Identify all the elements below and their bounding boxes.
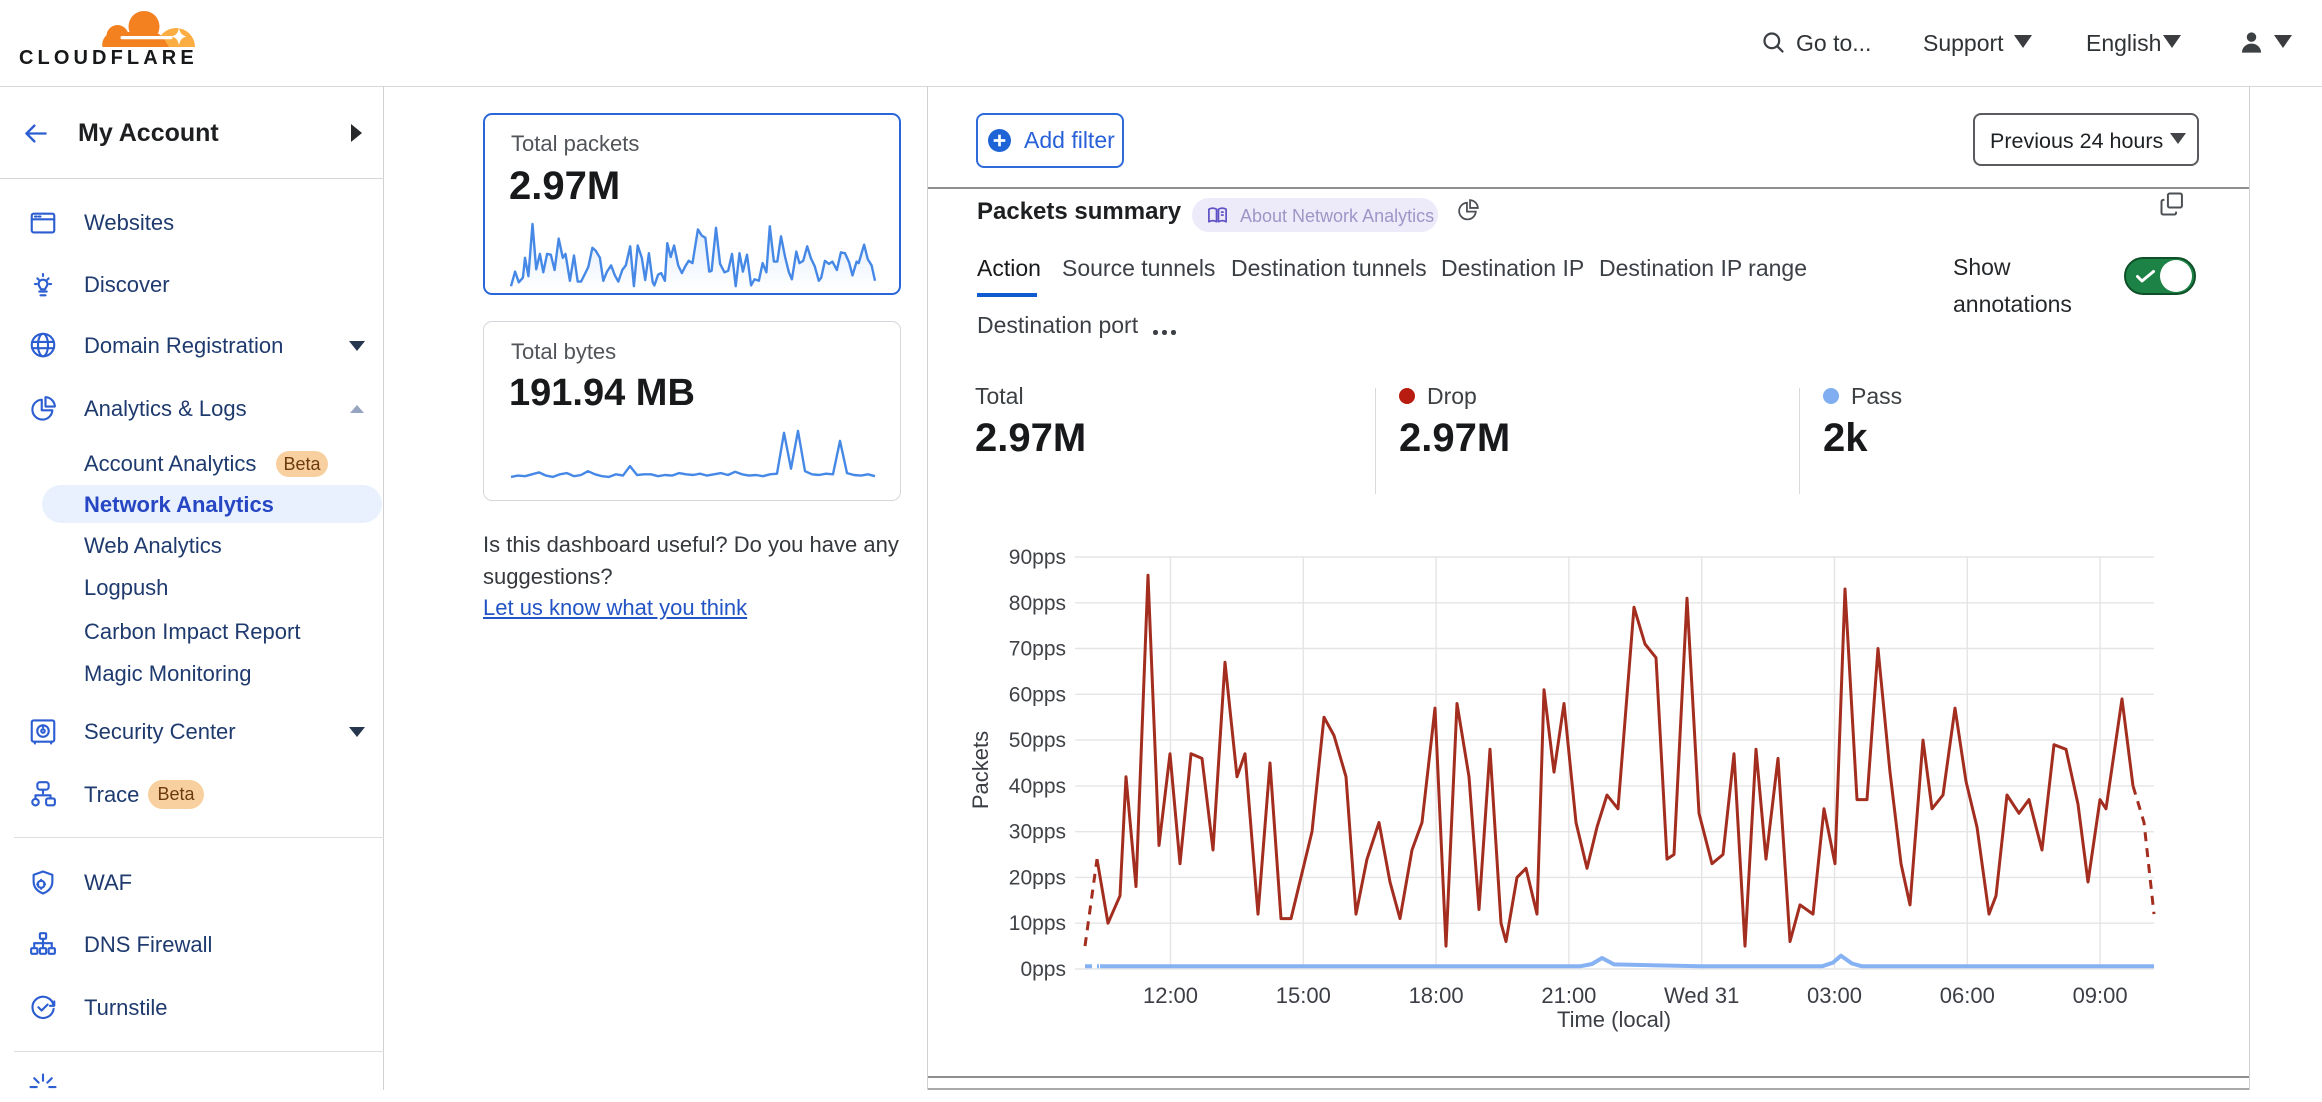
svg-text:Time (local): Time (local) [1557,1007,1671,1032]
svg-text:12:00: 12:00 [1143,983,1198,1008]
svg-text:03:00: 03:00 [1807,983,1862,1008]
svg-text:50pps: 50pps [1009,729,1066,752]
svg-text:60pps: 60pps [1009,683,1066,706]
svg-text:Wed 31: Wed 31 [1664,983,1739,1008]
svg-text:80pps: 80pps [1009,592,1066,615]
svg-text:40pps: 40pps [1009,775,1066,798]
svg-text:06:00: 06:00 [1940,983,1995,1008]
svg-text:10pps: 10pps [1009,912,1066,935]
svg-text:15:00: 15:00 [1276,983,1331,1008]
svg-text:0pps: 0pps [1020,958,1066,981]
svg-text:90pps: 90pps [1009,546,1066,569]
svg-text:18:00: 18:00 [1409,983,1464,1008]
svg-text:20pps: 20pps [1009,866,1066,889]
svg-text:21:00: 21:00 [1541,983,1596,1008]
svg-text:09:00: 09:00 [2073,983,2128,1008]
svg-text:Packets: Packets [968,731,993,809]
svg-text:70pps: 70pps [1009,638,1066,661]
svg-text:30pps: 30pps [1009,821,1066,844]
